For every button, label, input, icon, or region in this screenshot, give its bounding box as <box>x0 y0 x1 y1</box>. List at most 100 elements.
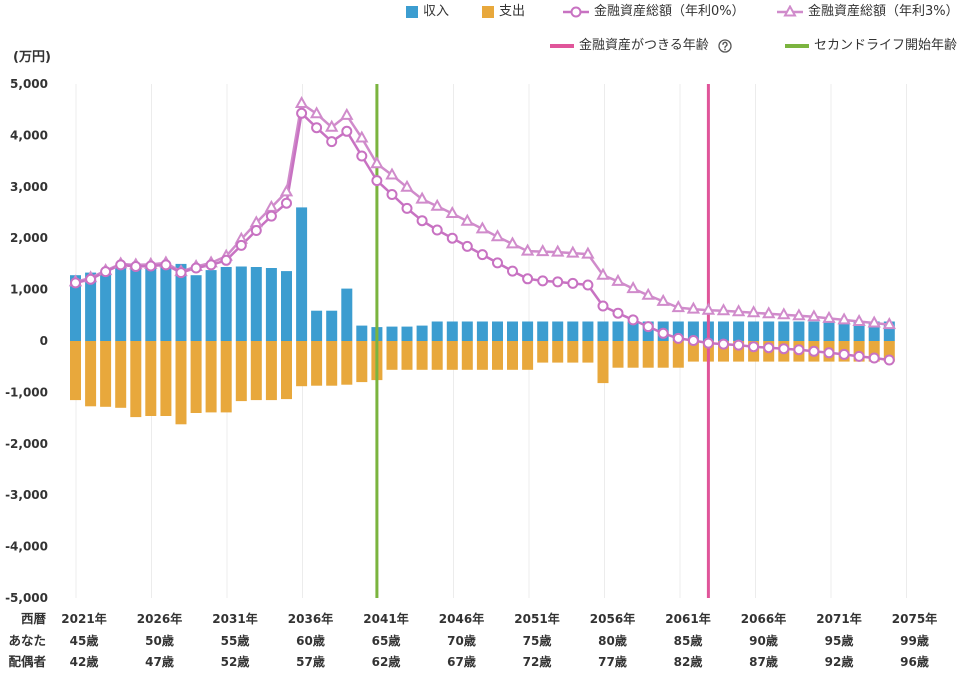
y-tick-label: 4,000 <box>10 128 48 142</box>
income-bar-2055 <box>582 321 594 341</box>
income-bar-2035 <box>281 271 292 341</box>
income-bar-2072 <box>838 321 850 341</box>
income-bar-2039 <box>341 288 353 341</box>
x-tick-label: 2036年 <box>288 611 333 626</box>
income-bar-2058 <box>627 321 639 341</box>
assets-0pct-point-2063 <box>702 337 714 349</box>
income-bar-2061 <box>672 321 684 341</box>
expense-bar-2050 <box>507 341 518 370</box>
legend-income[interactable]: 収入 <box>406 4 449 20</box>
income-bar-2054 <box>567 321 579 341</box>
assets-0pct-point-2038 <box>326 136 338 148</box>
expense-bar-2044 <box>416 341 428 370</box>
assets-3pct-point-2039 <box>340 107 354 120</box>
expense-bar-2070 <box>808 341 820 362</box>
assets-0pct-point-2036 <box>296 107 308 119</box>
income-bar-2037 <box>311 310 323 341</box>
assets-3pct-point-2053 <box>551 244 565 257</box>
assets-0pct-point-2071 <box>823 347 835 359</box>
row-label-year: 西暦 <box>21 611 47 626</box>
assets-0pct-point-2062 <box>687 335 699 346</box>
x-tick-label: 2021年 <box>61 611 106 626</box>
assets-0pct-point-2061 <box>672 332 684 344</box>
expense-bar-2031 <box>220 341 232 413</box>
expense-bar-2066 <box>748 341 760 362</box>
y-tick-label: -4,000 <box>5 540 48 554</box>
income-bar-2022 <box>85 272 97 341</box>
assets-0pct-point-2035 <box>281 197 292 209</box>
income-bar-2053 <box>552 321 564 341</box>
income-bar-2036 <box>296 207 308 341</box>
income-expense-bars <box>70 207 895 425</box>
assets-0pct-point-2072 <box>838 348 850 360</box>
expense-bar-2074 <box>868 341 880 362</box>
assets-3pct-point-2021 <box>68 274 83 287</box>
assets-3pct-point-2058 <box>626 281 640 294</box>
assets-3pct-point-2029 <box>189 258 203 271</box>
assets-3pct-point-2023 <box>98 263 113 276</box>
expense-bar-2026 <box>145 341 157 416</box>
income-bar-2051 <box>522 321 534 341</box>
assets-3pct-point-2074 <box>867 315 881 328</box>
income-bar-2049 <box>492 321 503 341</box>
income-bar-2046 <box>446 321 458 341</box>
assets-3pct-point-2055 <box>581 246 595 259</box>
age-marker-lines <box>375 84 710 598</box>
legend-expense[interactable]: 支出 <box>482 4 525 20</box>
income-bar-2059 <box>642 321 654 341</box>
income-bar-2062 <box>687 321 699 341</box>
legend-funds-depleted[interactable]: 金融資産がつきる年齢 <box>550 38 732 54</box>
help-icon[interactable] <box>718 39 732 53</box>
expense-bar-2072 <box>838 341 850 362</box>
your-age-label: 99歳 <box>900 633 929 648</box>
legend-second-life-start-label: セカンドライフ開始年齢 <box>814 38 958 53</box>
income-bar-2067 <box>763 321 775 341</box>
expense-bar-2033 <box>250 341 262 401</box>
expense-bar-2035 <box>281 341 292 400</box>
expense-bar-2051 <box>522 341 534 370</box>
assets-0pct-point-2034 <box>265 210 277 222</box>
expense-bar-2038 <box>326 341 338 386</box>
assets-0pct-point-2058 <box>627 314 639 326</box>
income-bar-2031 <box>220 267 232 341</box>
expense-bar-2030 <box>205 341 217 413</box>
legend-assets-0pct-label: 金融資産総額（年利0%） <box>594 4 745 19</box>
y-tick-label: 3,000 <box>10 180 48 194</box>
expense-bar-2034 <box>265 341 277 401</box>
expense-bar-2045 <box>431 341 443 370</box>
income-bar-2047 <box>461 321 473 341</box>
income-bar-2064 <box>718 321 729 341</box>
assets-0pct-point-2066 <box>748 341 760 353</box>
assets-0pct-point-2047 <box>461 240 473 252</box>
expense-bar-2052 <box>537 341 549 363</box>
expense-bar-2061 <box>672 341 684 368</box>
your-age-label: 45歳 <box>70 633 99 648</box>
assets-3pct-point-2071 <box>822 310 836 323</box>
expense-bar-2024 <box>115 341 127 408</box>
income-bar-2060 <box>657 321 669 341</box>
assets-3pct-point-2046 <box>445 205 459 218</box>
assets-0pct-point-2069 <box>793 344 805 356</box>
expense-bar-2040 <box>356 341 368 383</box>
assets-3pct-point-2036 <box>294 95 309 108</box>
circle-marker-icon <box>563 6 589 18</box>
assets-3pct-point-2059 <box>641 287 655 300</box>
assets-0pct-point-2025 <box>130 261 142 272</box>
income-bar-2071 <box>823 321 835 341</box>
spouse-age-label: 52歳 <box>221 654 250 669</box>
your-age-label: 55歳 <box>221 633 250 648</box>
assets-3pct-point-2038 <box>325 119 339 132</box>
assets-0pct-point-2023 <box>100 266 112 278</box>
legend-assets-0pct[interactable]: 金融資産総額（年利0%） <box>563 4 745 20</box>
income-bar-2066 <box>748 321 760 341</box>
expense-bar-2025 <box>130 341 142 418</box>
expense-bar-2073 <box>853 341 865 362</box>
legend-second-life-start[interactable]: セカンドライフ開始年齢 <box>785 38 957 54</box>
income-bar-2026 <box>145 266 157 341</box>
assets-0pct-point-2074 <box>868 352 880 364</box>
income-bar-2063 <box>702 321 714 341</box>
assets-0pct-point-2059 <box>642 321 654 333</box>
legend-assets-3pct[interactable]: 金融資産総額（年利3%） <box>777 4 959 20</box>
your-age-label: 50歳 <box>145 633 174 648</box>
row-label-spouse: 配偶者 <box>8 654 46 669</box>
